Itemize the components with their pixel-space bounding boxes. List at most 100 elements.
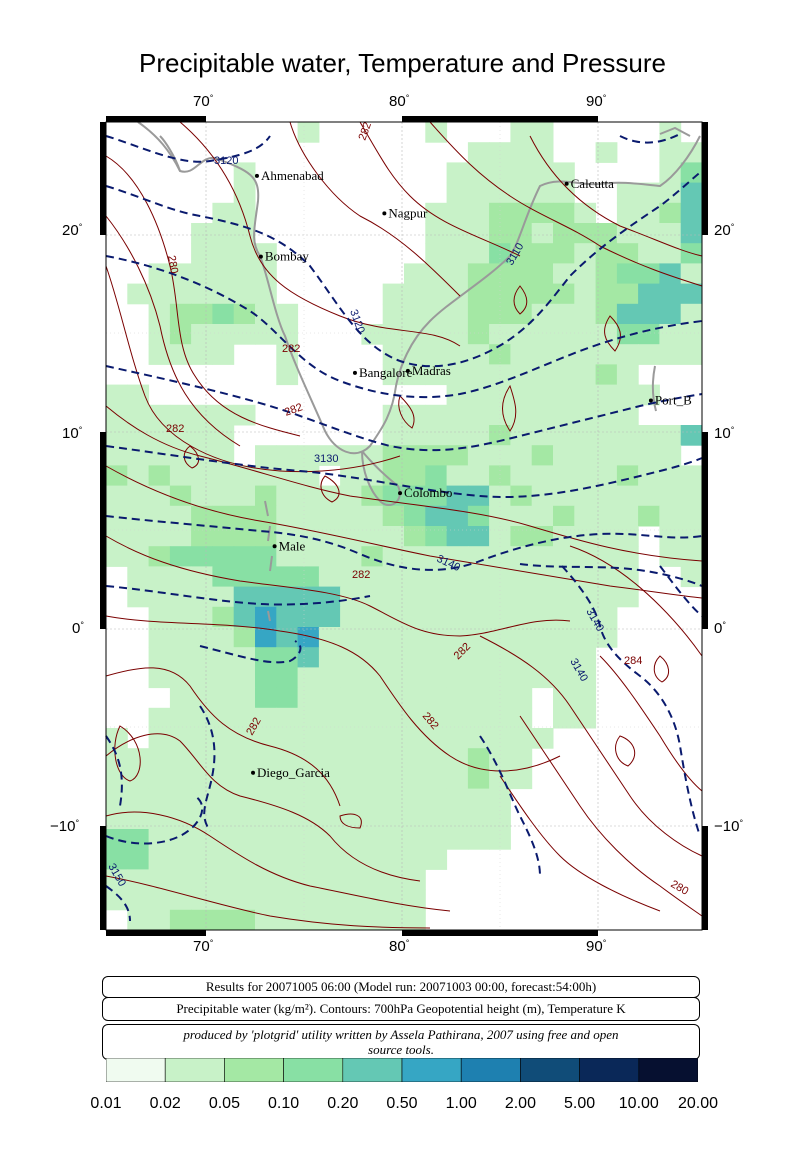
water-cell bbox=[553, 566, 575, 588]
water-cell bbox=[233, 263, 256, 285]
water-cell bbox=[212, 707, 235, 729]
water-cell bbox=[148, 808, 171, 830]
water-cell bbox=[404, 748, 426, 769]
water-cell bbox=[489, 182, 511, 204]
water-cell bbox=[148, 667, 171, 689]
water-cell bbox=[531, 566, 554, 588]
water-cell bbox=[276, 303, 299, 325]
water-cell bbox=[574, 324, 597, 345]
water-cell bbox=[382, 586, 405, 608]
contour-label: 282 bbox=[357, 121, 375, 142]
water-cell bbox=[233, 909, 256, 931]
water-cell bbox=[106, 849, 128, 870]
water-cell bbox=[404, 849, 426, 870]
water-cell bbox=[191, 425, 213, 446]
water-cell bbox=[446, 748, 469, 769]
water-cell bbox=[510, 606, 533, 628]
water-cell bbox=[680, 162, 703, 184]
water-cell bbox=[169, 849, 192, 870]
water-cell bbox=[297, 586, 320, 608]
water-cell bbox=[106, 808, 128, 830]
water-cell bbox=[595, 606, 618, 628]
water-cell bbox=[531, 425, 554, 446]
water-cell bbox=[467, 829, 490, 850]
water-cell bbox=[212, 788, 235, 810]
water-cell bbox=[233, 889, 256, 911]
water-cell bbox=[489, 586, 511, 608]
water-cell bbox=[510, 384, 533, 406]
water-cell bbox=[191, 546, 213, 567]
water-cell bbox=[382, 909, 405, 931]
water-cell bbox=[616, 505, 639, 527]
water-cell bbox=[553, 324, 575, 345]
water-cell bbox=[233, 303, 256, 325]
legend-tick-label: 5.00 bbox=[564, 1095, 596, 1112]
water-cell bbox=[169, 283, 192, 305]
water-cell bbox=[382, 728, 405, 749]
water-cell bbox=[574, 384, 597, 406]
water-cell bbox=[680, 425, 703, 446]
water-cell bbox=[467, 606, 490, 628]
water-cell bbox=[489, 485, 511, 507]
city-label: Port_B bbox=[655, 392, 692, 407]
water-cell bbox=[446, 647, 469, 668]
water-cell bbox=[169, 324, 192, 345]
water-cell bbox=[127, 546, 150, 567]
water-cell bbox=[212, 909, 235, 931]
water-cell bbox=[638, 182, 660, 204]
water-cell bbox=[382, 324, 405, 345]
water-cell bbox=[127, 788, 150, 810]
water-cell bbox=[531, 526, 554, 547]
water-cell bbox=[489, 283, 511, 305]
water-cell bbox=[595, 263, 618, 285]
water-cell bbox=[148, 606, 171, 628]
water-cell bbox=[212, 465, 235, 487]
water-cell bbox=[595, 243, 618, 264]
water-cell bbox=[531, 404, 554, 426]
water-cell bbox=[404, 303, 426, 325]
water-cell bbox=[382, 647, 405, 668]
water-cell bbox=[446, 788, 469, 810]
water-cell bbox=[467, 344, 490, 365]
credits-line-2: source tools. bbox=[368, 1042, 434, 1057]
water-cell bbox=[425, 243, 448, 264]
water-cell bbox=[255, 647, 277, 668]
water-cell bbox=[574, 202, 597, 224]
city-label: Colombo bbox=[404, 485, 452, 500]
water-cell bbox=[553, 364, 575, 386]
water-cell bbox=[148, 728, 171, 749]
water-cell bbox=[404, 829, 426, 850]
water-cell bbox=[318, 647, 341, 668]
legend-tick-label: 0.20 bbox=[327, 1095, 359, 1112]
water-cell bbox=[553, 465, 575, 487]
water-cell bbox=[127, 586, 150, 608]
water-cell bbox=[297, 465, 320, 487]
water-cell bbox=[404, 788, 426, 810]
water-cell bbox=[255, 687, 277, 709]
water-cell bbox=[680, 344, 703, 365]
water-cell bbox=[297, 829, 320, 850]
water-cell bbox=[467, 404, 490, 426]
water-cell bbox=[489, 465, 511, 487]
water-cell bbox=[467, 748, 490, 769]
water-cell bbox=[404, 647, 426, 668]
water-cell bbox=[191, 869, 213, 891]
water-cell bbox=[340, 829, 362, 850]
water-cell bbox=[191, 687, 213, 709]
water-cell bbox=[191, 303, 213, 325]
water-cell bbox=[212, 808, 235, 830]
water-cell bbox=[276, 788, 299, 810]
water-cell bbox=[382, 425, 405, 446]
water-cell bbox=[489, 243, 511, 264]
water-cell bbox=[616, 223, 639, 244]
water-cell bbox=[127, 283, 150, 305]
water-cell bbox=[212, 303, 235, 325]
water-cell bbox=[233, 202, 256, 224]
water-cell bbox=[638, 505, 660, 527]
water-cell bbox=[404, 687, 426, 709]
water-cell bbox=[318, 546, 341, 567]
water-cell bbox=[361, 667, 384, 689]
water-cell bbox=[531, 364, 554, 386]
water-cell bbox=[212, 889, 235, 911]
water-cell bbox=[318, 445, 341, 466]
